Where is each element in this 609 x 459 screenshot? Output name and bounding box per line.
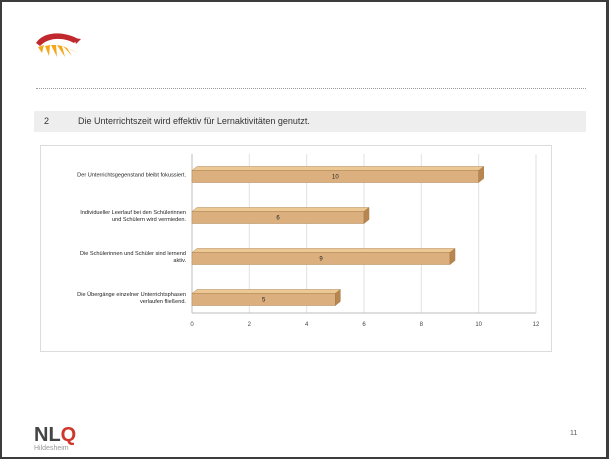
question-text: Die Unterrichtszeit wird effektiv für Le…	[78, 116, 310, 126]
nlq-wordmark: NLQ	[34, 425, 76, 445]
x-tick-label-2: 4	[305, 322, 309, 328]
x-tick-label-5: 10	[475, 322, 482, 328]
x-tick-label-4: 8	[420, 322, 424, 328]
nlq-accent-letter: Q	[60, 424, 77, 446]
page-number: 11	[570, 430, 578, 437]
bar-side-0	[478, 165, 484, 184]
nlq-logo: NLQ Hildesheim	[34, 425, 76, 452]
bar-chart-svg: 0 2 4 6 8 10 12 10 Der Unterrichtsgegenstand ble…	[77, 154, 540, 328]
data-label-1: 6	[276, 216, 280, 222]
category-label-1-0: Individueller Leerlauf bei den Schülerin…	[80, 210, 186, 216]
data-label-3: 5	[262, 298, 266, 304]
bar-top-0	[191, 166, 485, 171]
bar-top-1	[191, 207, 370, 212]
bar-top-3	[191, 289, 342, 294]
category-label-3-0: Die Übergänge einzelner Unterrichtsphase…	[77, 291, 186, 298]
category-label-3-1: verlaufen fließend.	[140, 299, 186, 305]
category-label-2-1: aktiv.	[173, 258, 186, 264]
x-tick-label-6: 12	[533, 322, 540, 328]
data-label-2: 9	[319, 257, 323, 263]
x-tick-label-0: 0	[190, 322, 194, 328]
separator-line	[36, 88, 586, 89]
x-tick-label-1: 2	[248, 322, 252, 328]
city-label: Hildesheim	[34, 445, 69, 452]
bar-top-2	[191, 248, 456, 253]
category-label-2-0: Die Schülerinnen und Schüler sind lernen…	[80, 251, 186, 257]
category-label-1-1: und Schülern wird vermieden.	[112, 217, 186, 223]
bar-side-1	[363, 206, 370, 225]
question-bar: 2 Die Unterrichtszeit wird effektiv für …	[34, 111, 586, 132]
bar-side-2	[449, 247, 456, 266]
category-label-0-0: Der Unterrichtsgegenstand bleibt fokussi…	[77, 173, 186, 179]
data-label-0: 10	[332, 175, 339, 181]
x-tick-label-3: 6	[362, 322, 366, 328]
sunrise-fan-logo-icon	[36, 33, 81, 57]
question-number: 2	[44, 116, 50, 126]
bar-side-3	[335, 288, 341, 307]
nlq-letters: NL	[34, 424, 61, 446]
bar-chart: 0 2 4 6 8 10 12 10 Der Unterrichtsgegenstand ble…	[40, 145, 552, 352]
